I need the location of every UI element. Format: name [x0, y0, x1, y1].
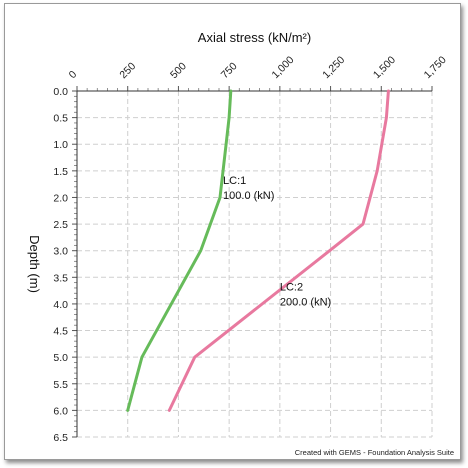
y-tick-label: 6.0: [53, 405, 68, 417]
y-tick-label: 6.5: [53, 432, 68, 444]
series-annotation-name: LC:2: [280, 282, 303, 294]
x-tick-label: 0: [67, 68, 80, 81]
x-tick-label: 1,500: [371, 54, 398, 81]
series-annotation-load: 200.0 (kN): [280, 297, 331, 309]
x-tick-label: 500: [168, 60, 189, 81]
y-tick-label: 0.5: [53, 113, 68, 125]
y-tick-label: 5.5: [53, 379, 68, 391]
credit-text: Created with GEMS - Foundation Analysis …: [294, 448, 454, 457]
x-tick-label: 250: [117, 60, 138, 81]
y-tick-label: 2.5: [53, 219, 68, 231]
y-axis-title: Depth (m): [27, 235, 42, 293]
labels-group: 0 250 500 750 1,000 1,250 1,500 1,750 0.0 0.5 1.0 1…: [53, 54, 448, 444]
x-tick-label: 1,250: [320, 54, 347, 81]
x-tick-label: 750: [219, 60, 240, 81]
y-tick-label: 1.0: [53, 139, 68, 151]
y-tick-label: 0.0: [53, 86, 68, 98]
series-line-lc1: [126, 89, 233, 412]
series-annotation-load: 100.0 (kN): [223, 190, 274, 202]
y-tick-label: 4.5: [53, 326, 68, 338]
series-group: [126, 89, 390, 412]
x-tick-label: 1,750: [422, 54, 449, 81]
y-tick-label: 1.5: [53, 166, 68, 178]
axes: [72, 86, 433, 438]
y-tick-label: 2.0: [53, 192, 68, 204]
x-tick-label: 1,000: [269, 54, 296, 81]
series-annotation-name: LC:1: [223, 175, 246, 187]
grid: [77, 91, 433, 438]
y-tick-label: 4.0: [53, 299, 68, 311]
series-line-lc2: [167, 89, 390, 412]
y-tick-label: 3.5: [53, 272, 68, 284]
y-tick-label: 5.0: [53, 352, 68, 364]
y-tick-label: 3.0: [53, 246, 68, 258]
x-axis-title: Axial stress (kN/m²): [198, 30, 311, 45]
